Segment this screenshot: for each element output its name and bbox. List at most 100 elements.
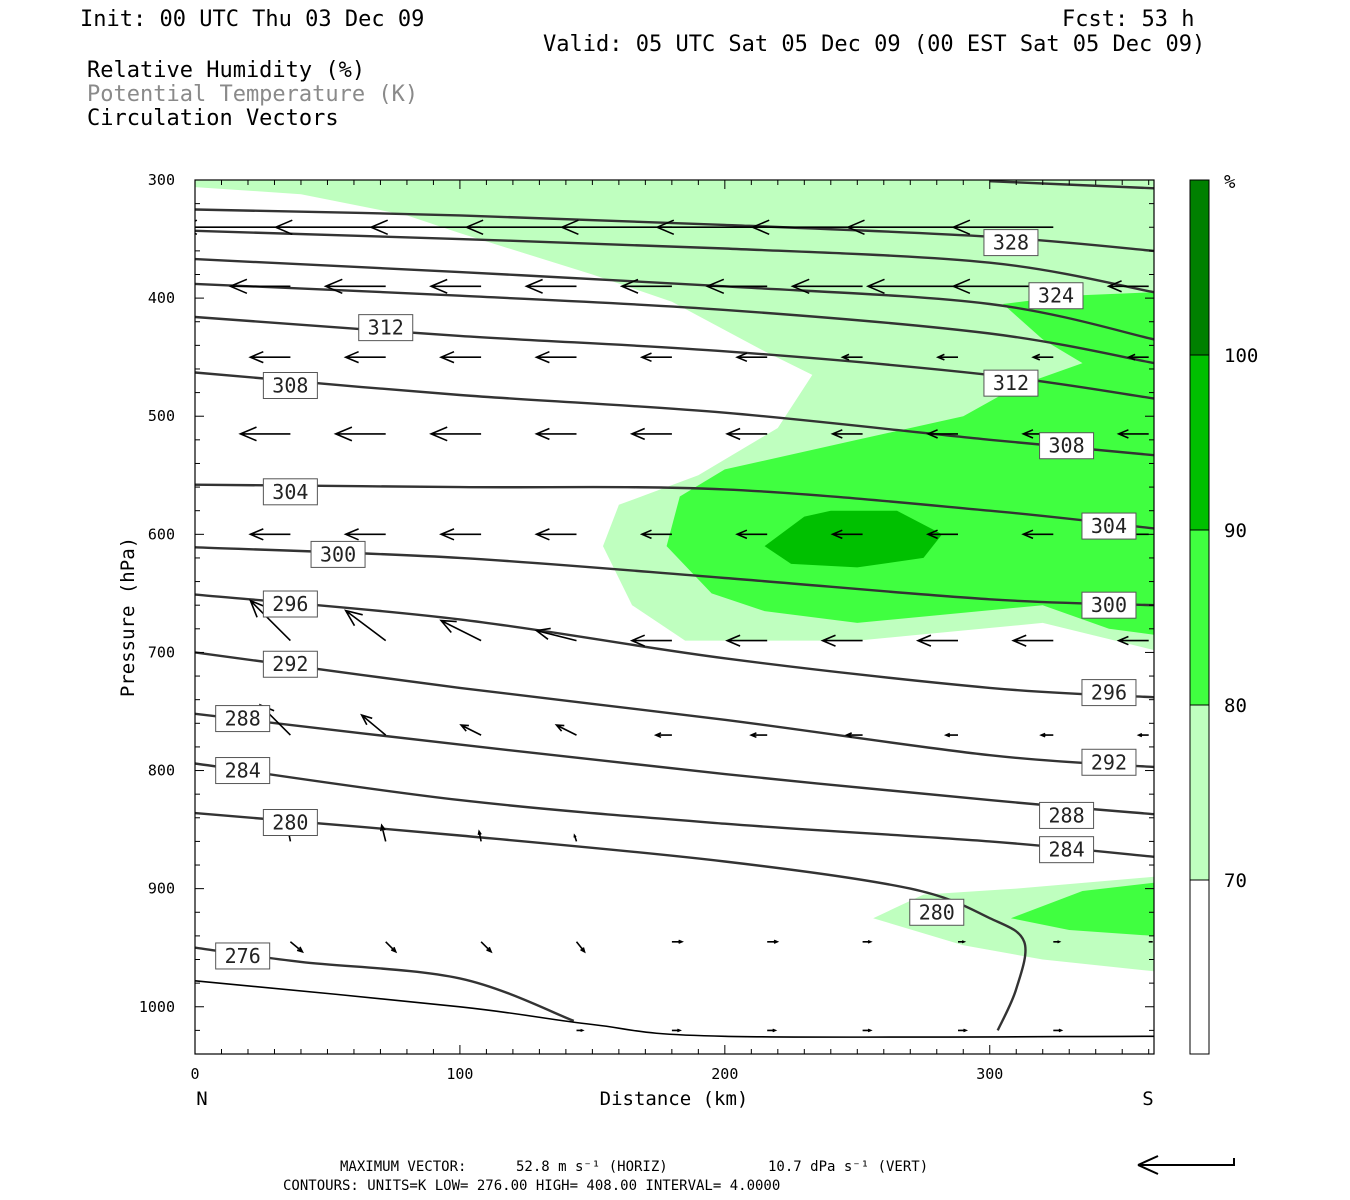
- theta-contour-292: [195, 651, 1154, 769]
- circulation-vector: [925, 429, 958, 439]
- circulation-vector: [554, 724, 577, 736]
- theta-label2-284: 284: [1049, 838, 1085, 862]
- circulation-vector: [915, 634, 958, 647]
- circulation-vector: [925, 529, 958, 540]
- y-tick-label: 500: [148, 407, 175, 425]
- circulation-vector: [1053, 1028, 1064, 1033]
- theta-contour-308: [195, 371, 1154, 457]
- circulation-vector: [639, 529, 672, 540]
- circulation-vector: [576, 1028, 585, 1032]
- forecast-hour: Fcst: 53 h: [1062, 7, 1194, 32]
- theta-label-296-box: [262, 590, 318, 618]
- theta-label2-312-box: [983, 369, 1039, 397]
- circulation-vector: [238, 426, 291, 442]
- circulation-vector: [958, 940, 967, 944]
- circulation-vector: [943, 732, 958, 738]
- x-tick-label: 200: [711, 1065, 738, 1083]
- theta-label-292-box: [262, 650, 318, 678]
- circulation-vector: [830, 529, 863, 540]
- circulation-vector: [619, 278, 672, 294]
- max-vector-vert: 10.7 dPa s⁻¹ (VERT): [768, 1159, 928, 1175]
- colorbar-segment: [1189, 704, 1210, 881]
- circulation-vector: [790, 278, 863, 295]
- circulation-vector: [735, 352, 768, 363]
- theta-label2-304: 304: [1091, 514, 1127, 538]
- circulation-vector: [1011, 634, 1054, 647]
- theta-label-312-box: [358, 314, 414, 342]
- theta-label2-284-box: [1039, 836, 1095, 864]
- circulation-vector: [1106, 280, 1149, 293]
- circulation-vector: [1039, 732, 1054, 738]
- circulation-vector: [1053, 940, 1062, 944]
- circulation-vector: [820, 634, 863, 647]
- circulation-vector: [534, 528, 577, 541]
- circulation-vector: [629, 427, 672, 441]
- theta-contour-316: [195, 282, 1154, 365]
- circulation-vector: [639, 352, 672, 363]
- theta-label-280: 280: [272, 811, 308, 835]
- y-tick-label: 600: [148, 525, 175, 543]
- y-tick-label: 800: [148, 762, 175, 780]
- colorbar-segment: [1189, 879, 1210, 1055]
- theta-label-288-box: [215, 705, 271, 733]
- circulation-vector: [534, 350, 577, 364]
- circulation-vector: [653, 732, 672, 739]
- colorbar-level-80: 80: [1224, 695, 1247, 717]
- y-tick-label: 1000: [139, 998, 175, 1016]
- colorbar-level-90: 90: [1224, 520, 1247, 542]
- theta-label-308: 308: [272, 374, 308, 398]
- circulation-vector: [439, 619, 482, 642]
- y-axis-label: Pressure (hPa): [117, 537, 139, 697]
- circulation-vector: [228, 278, 291, 295]
- theta-label-280-box: [262, 809, 318, 837]
- theta-label2-304-box: [1081, 512, 1137, 540]
- theta-label-296: 296: [272, 592, 308, 616]
- colorbar: 70 80 90 100: [1189, 179, 1258, 1055]
- rh-region-80-90-3: [1010, 882, 1154, 936]
- circulation-vector: [1116, 429, 1149, 439]
- theta-label-328-box: [983, 229, 1039, 257]
- circulation-vector: [480, 941, 493, 954]
- circulation-vector: [477, 829, 482, 842]
- circulation-vector: [725, 427, 768, 441]
- circulation-vector: [951, 219, 1054, 236]
- theta-label-284: 284: [225, 759, 261, 783]
- theta-label2-300: 300: [1091, 593, 1127, 617]
- theta-label-312: 312: [368, 316, 404, 340]
- circulation-vector: [629, 634, 672, 647]
- x-axis-south-label: S: [1142, 1088, 1153, 1110]
- theta-contour-284: [195, 762, 1154, 858]
- colorbar-level-70: 70: [1224, 870, 1247, 892]
- circulation-vector: [749, 732, 768, 739]
- theta-label-324-box: [1028, 282, 1084, 310]
- colorbar-level-100: 100: [1224, 345, 1258, 367]
- theta-label-300: 300: [320, 542, 356, 566]
- plot-inner: [195, 180, 1154, 1038]
- circulation-vector: [344, 609, 387, 642]
- circulation-vector: [248, 350, 291, 364]
- circulation-vector: [380, 823, 387, 842]
- field-vectors-label: Circulation Vectors: [87, 106, 339, 131]
- circulation-vector: [459, 724, 482, 736]
- circulation-vector: [333, 426, 386, 442]
- x-tick-label: 100: [446, 1065, 473, 1083]
- circulation-vector: [248, 528, 291, 541]
- circulation-vector: [735, 529, 768, 540]
- max-vector-label: MAXIMUM VECTOR:: [340, 1159, 466, 1175]
- theta-label2-288: 288: [1049, 803, 1085, 827]
- colorbar-segment: [1189, 179, 1210, 356]
- circulation-vector: [439, 528, 482, 541]
- x-axis-north-label: N: [196, 1088, 207, 1110]
- circulation-vector: [464, 219, 577, 236]
- theta-label2-308: 308: [1049, 434, 1085, 458]
- circulation-vector: [323, 278, 386, 295]
- circulation-vector: [289, 941, 304, 954]
- contour-info: CONTOURS: UNITS=K LOW= 276.00 HIGH= 408.…: [283, 1178, 780, 1194]
- max-vector-horiz: 52.8 m s⁻¹ (HORIZ): [516, 1159, 668, 1175]
- theta-label-292: 292: [272, 652, 308, 676]
- circulation-vector: [671, 1028, 682, 1033]
- circulation-vector: [1136, 732, 1149, 738]
- theta-contour-296: [195, 593, 1154, 699]
- circulation-vector: [671, 939, 684, 944]
